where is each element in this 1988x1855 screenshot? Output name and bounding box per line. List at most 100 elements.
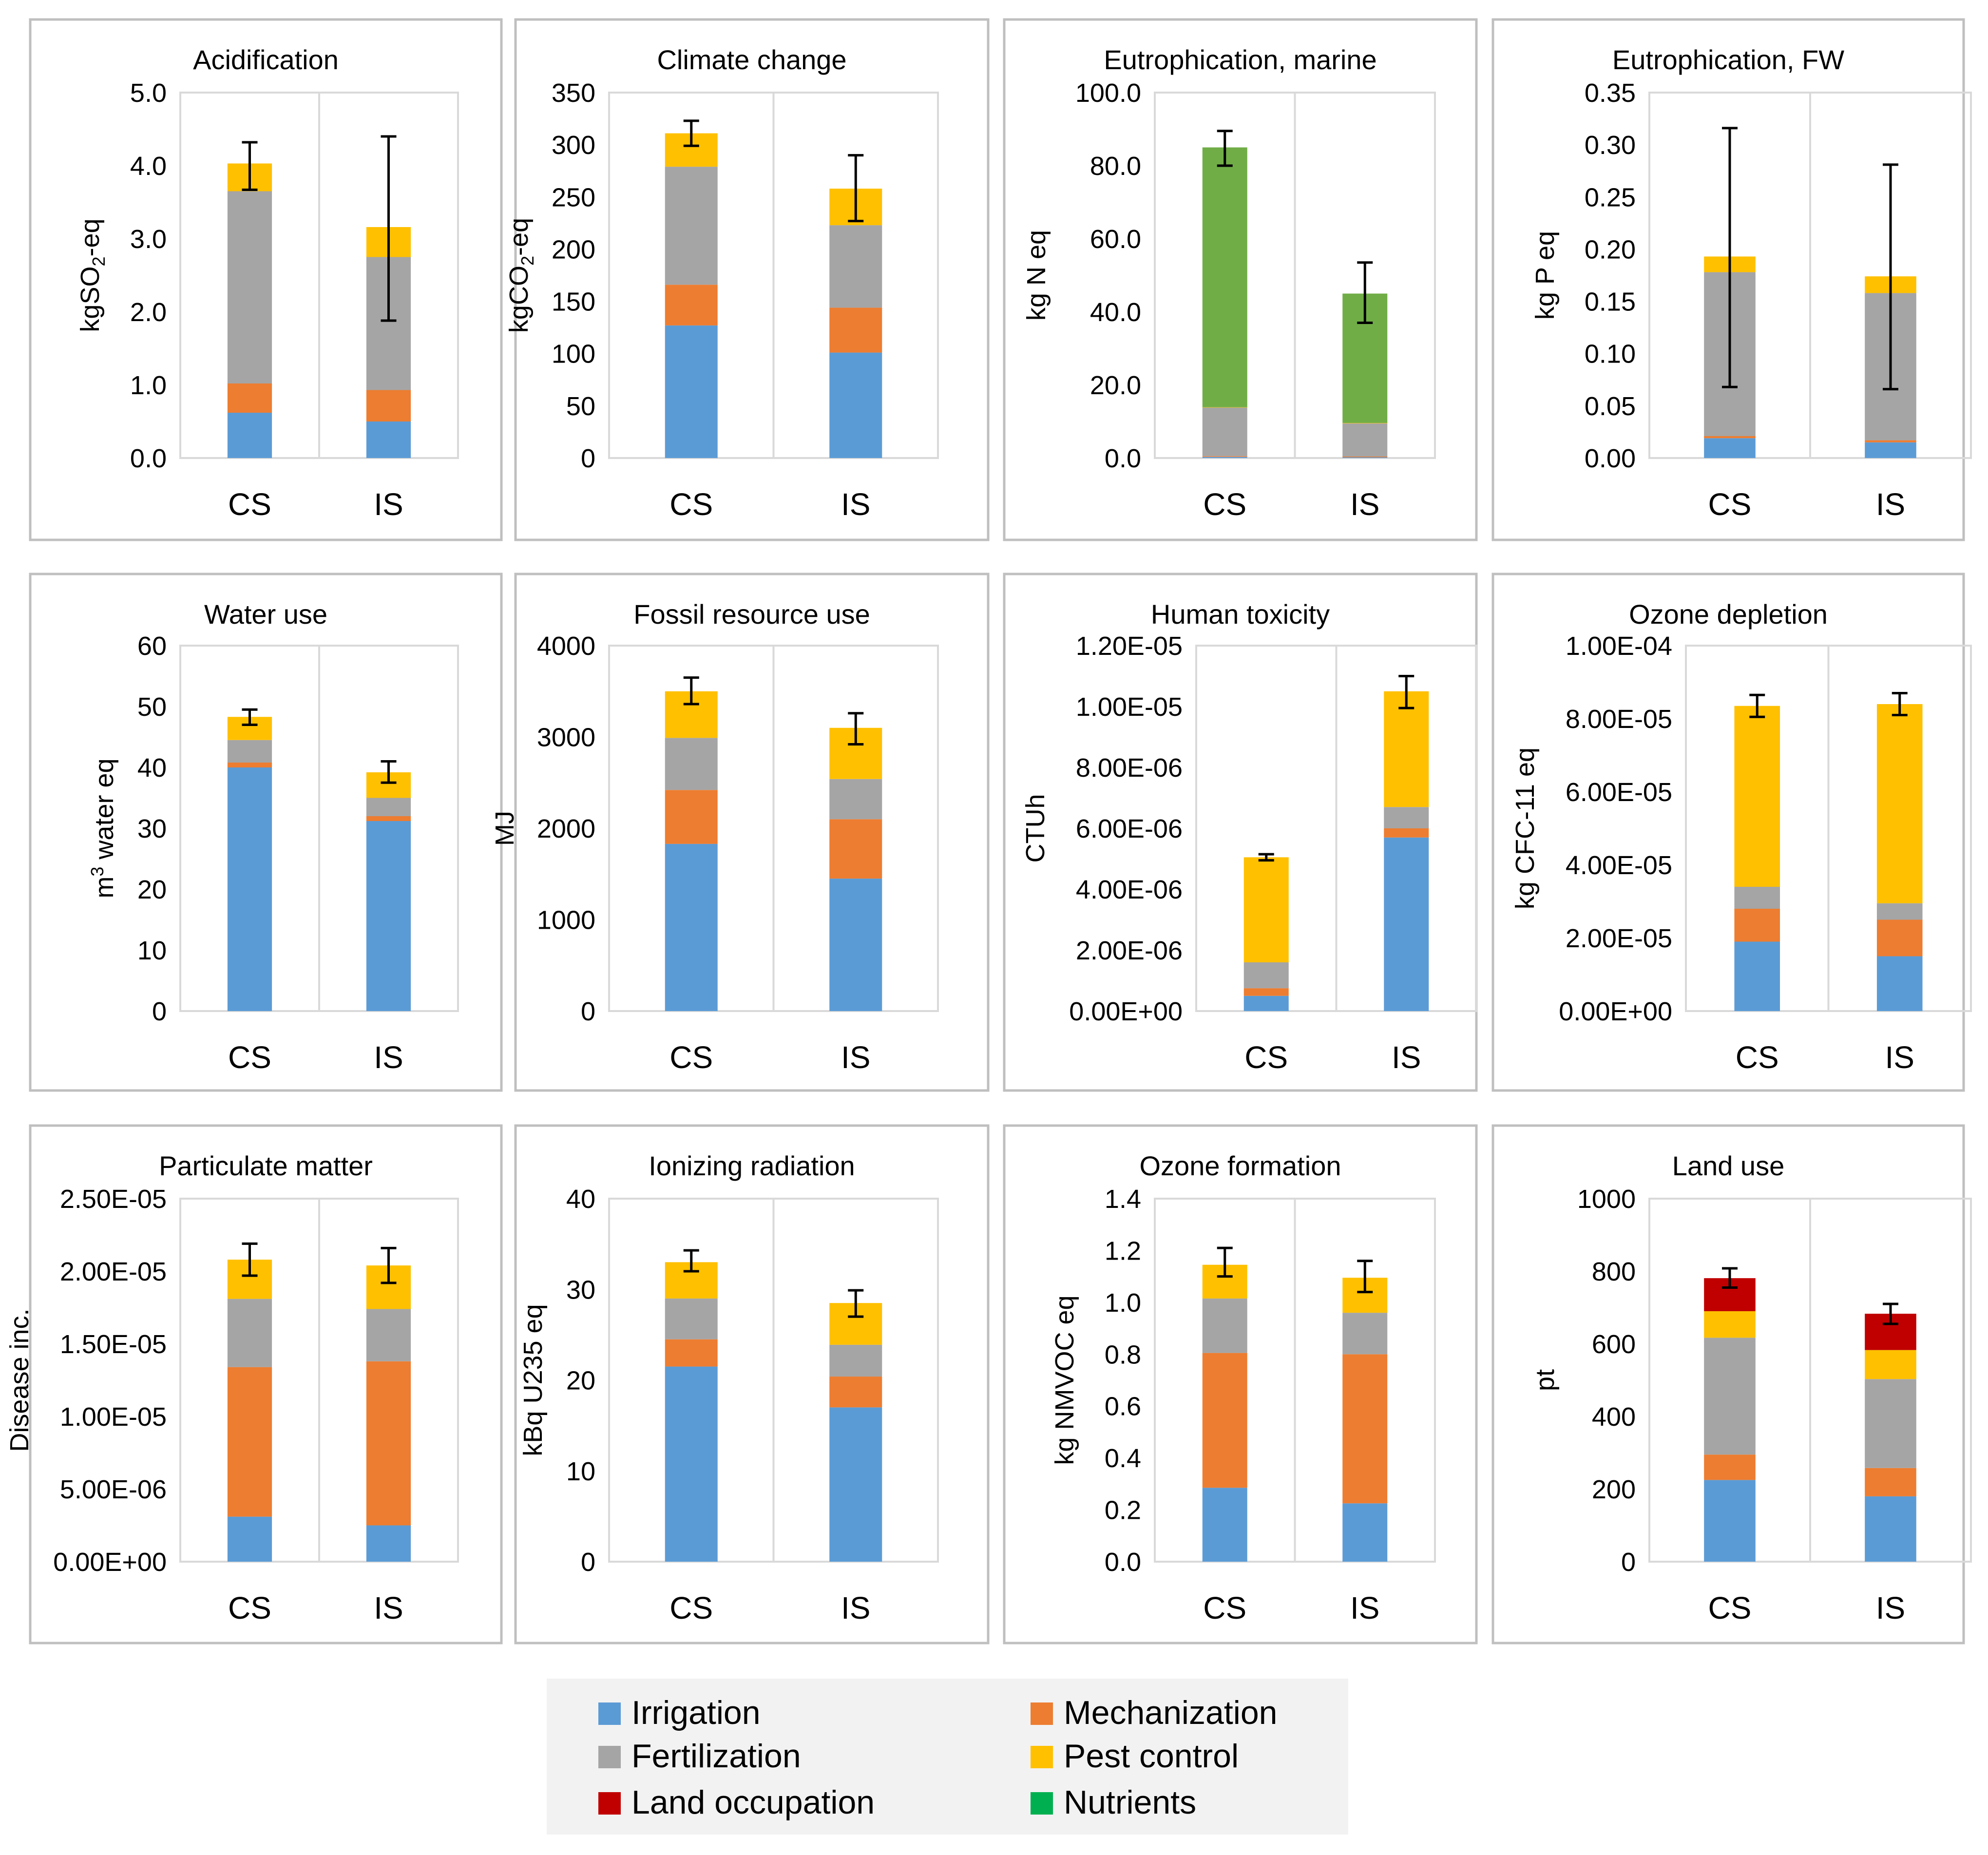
x-category-label: IS [841, 1040, 870, 1075]
y-tick-label: 0.00E+00 [1069, 997, 1183, 1026]
y-tick-label: 0.10 [1585, 340, 1636, 369]
bar-segment-fertilization [1704, 1338, 1756, 1455]
y-tick-label: 200 [1592, 1475, 1636, 1504]
bar-segment-mechanization [1342, 1354, 1388, 1504]
legend-swatch-mechanization [1031, 1702, 1053, 1725]
y-tick-label: 0.8 [1105, 1340, 1141, 1369]
y-axis-title-part: kg CFC-11 eq [1510, 747, 1540, 909]
bar-segment-irrigation [1202, 457, 1247, 458]
legend-label-nutrients: Nutrients [1064, 1784, 1196, 1821]
y-tick-label: 2.50E-05 [60, 1185, 167, 1214]
y-tick-label: 600 [1592, 1330, 1636, 1359]
chart-title: Ozone formation [1140, 1150, 1341, 1181]
bar-segment-irrigation [1734, 941, 1780, 1011]
x-category-label: CS [228, 1590, 271, 1626]
bar-segment-irrigation [665, 1366, 718, 1562]
chart-panel-4: Eutrophication, FW 0.00 0.05 0.10 0.15 0.20 0.… [1491, 18, 1972, 541]
x-category-label: IS [374, 1040, 403, 1075]
y-tick-label: 2.00E-06 [1076, 936, 1183, 965]
y-tick-label: 10 [137, 936, 167, 965]
y-axis-title: kg CFC-11 eq [1510, 747, 1540, 909]
y-axis-title: kgSO2-eq [76, 218, 109, 332]
y-tick-label: 60 [137, 631, 167, 661]
bar-segment-irrigation [1876, 956, 1923, 1011]
bar-segment-irrigation [665, 843, 718, 1011]
y-tick-label: 0 [581, 1548, 595, 1577]
bar-segment-pest_control [1243, 857, 1289, 962]
y-tick-label: 30 [137, 814, 167, 843]
chart-title: Ionizing radiation [649, 1150, 855, 1181]
bar-segment-mechanization [829, 1377, 882, 1408]
y-tick-label: 1.0 [130, 371, 167, 400]
y-tick-label: 60.0 [1090, 225, 1141, 254]
y-tick-label: 6.00E-06 [1076, 814, 1183, 843]
y-tick-label: 0.00E+00 [1559, 997, 1672, 1026]
y-tick-label: 0.00E+00 [53, 1548, 167, 1577]
y-tick-label: 1000 [1577, 1185, 1636, 1214]
y-tick-label: 1000 [537, 906, 595, 935]
bar-segment-mechanization [1704, 1454, 1756, 1480]
chart-panel-2: Climate change 0 50 100 150 200 250 300 350 kgCO2… [504, 18, 990, 541]
y-tick-label: 150 [552, 287, 595, 317]
chart-title: Acidification [193, 44, 339, 75]
bar-segment-mechanization [665, 285, 718, 325]
bar-segment-fertilization [1865, 1379, 1916, 1468]
y-tick-label: 100 [552, 340, 595, 369]
bar-segment-irrigation [1865, 442, 1916, 458]
y-tick-label: 1.00E-05 [1076, 692, 1183, 722]
bar-segment-irrigation [366, 821, 411, 1011]
y-tick-label: 0.20 [1585, 235, 1636, 264]
legend-label-pest_control: Pest control [1064, 1738, 1239, 1775]
bar-segment-fertilization [366, 1309, 411, 1361]
bar-segment-pest_control [1865, 1350, 1916, 1379]
chart-title: Fossil resource use [633, 599, 870, 630]
y-tick-label: 0.15 [1585, 287, 1636, 317]
bar-segment-irrigation [829, 1407, 882, 1562]
y-axis-title: kgCO2-eq [504, 218, 537, 333]
y-axis-title: kBq U235 eq [518, 1304, 548, 1456]
bar-segment-fertilization [829, 225, 882, 308]
y-tick-label: 4000 [537, 631, 595, 661]
chart-title: Eutrophication, FW [1612, 44, 1844, 75]
bar-segment-mechanization [1202, 456, 1247, 457]
y-tick-label: 3000 [537, 723, 595, 752]
y-tick-label: 8.00E-06 [1076, 753, 1183, 783]
chart-panel-8: Ozone depletion 0.00E+00 2.00E-05 4.00E-05 6… [1491, 573, 1972, 1092]
y-tick-label: 1.50E-05 [60, 1330, 167, 1359]
y-tick-label: 30 [566, 1275, 595, 1304]
bar-segment-mechanization [1202, 1353, 1247, 1488]
x-category-label: IS [1885, 1040, 1914, 1075]
bar-segment-mechanization [1865, 440, 1916, 442]
y-axis-title-part: kgCO [504, 266, 534, 333]
y-tick-label: 4.0 [130, 152, 167, 181]
bar-segment-fertilization [1342, 1313, 1388, 1355]
y-tick-label: 0.4 [1105, 1444, 1141, 1473]
y-tick-label: 50 [566, 392, 595, 421]
legend-swatch-pest_control [1031, 1746, 1053, 1768]
chart-title: Water use [204, 599, 327, 630]
y-tick-label: 0.30 [1585, 131, 1636, 160]
legend: Irrigation Mechanization Fertilization Pest… [547, 1679, 1348, 1835]
y-tick-label: 2.00E-05 [60, 1257, 167, 1286]
y-tick-label: 4.00E-06 [1076, 875, 1183, 904]
y-axis-title: kg NMVOC eq [1050, 1295, 1079, 1465]
y-axis-title-part: m [90, 877, 119, 899]
bar-segment-pest_control [1876, 704, 1923, 903]
x-category-label: CS [1708, 1590, 1752, 1626]
y-tick-label: 2.00E-05 [1566, 924, 1672, 953]
x-category-label: IS [1392, 1040, 1421, 1075]
x-category-label: CS [669, 487, 713, 522]
y-axis-title: CTUh [1021, 794, 1050, 862]
y-axis-title-part: kg P eq [1530, 231, 1560, 320]
x-category-label: CS [1203, 487, 1246, 522]
y-tick-label: 1.00E-05 [60, 1402, 167, 1432]
y-tick-label: 0.0 [1105, 444, 1141, 473]
panel-frame [514, 1124, 990, 1645]
bar-segment-fertilization [1202, 1298, 1247, 1353]
bar-segment-irrigation [227, 767, 272, 1011]
chart-panel-9: Particulate matter 0.00E+00 5.00E-06 1.00E-… [5, 1124, 503, 1645]
bar-segment-fertilization [227, 1299, 272, 1367]
y-axis-title-part: kg NMVOC eq [1050, 1295, 1079, 1465]
bar-segment-irrigation [1243, 995, 1289, 1011]
bar-segment-mechanization [366, 1361, 411, 1526]
